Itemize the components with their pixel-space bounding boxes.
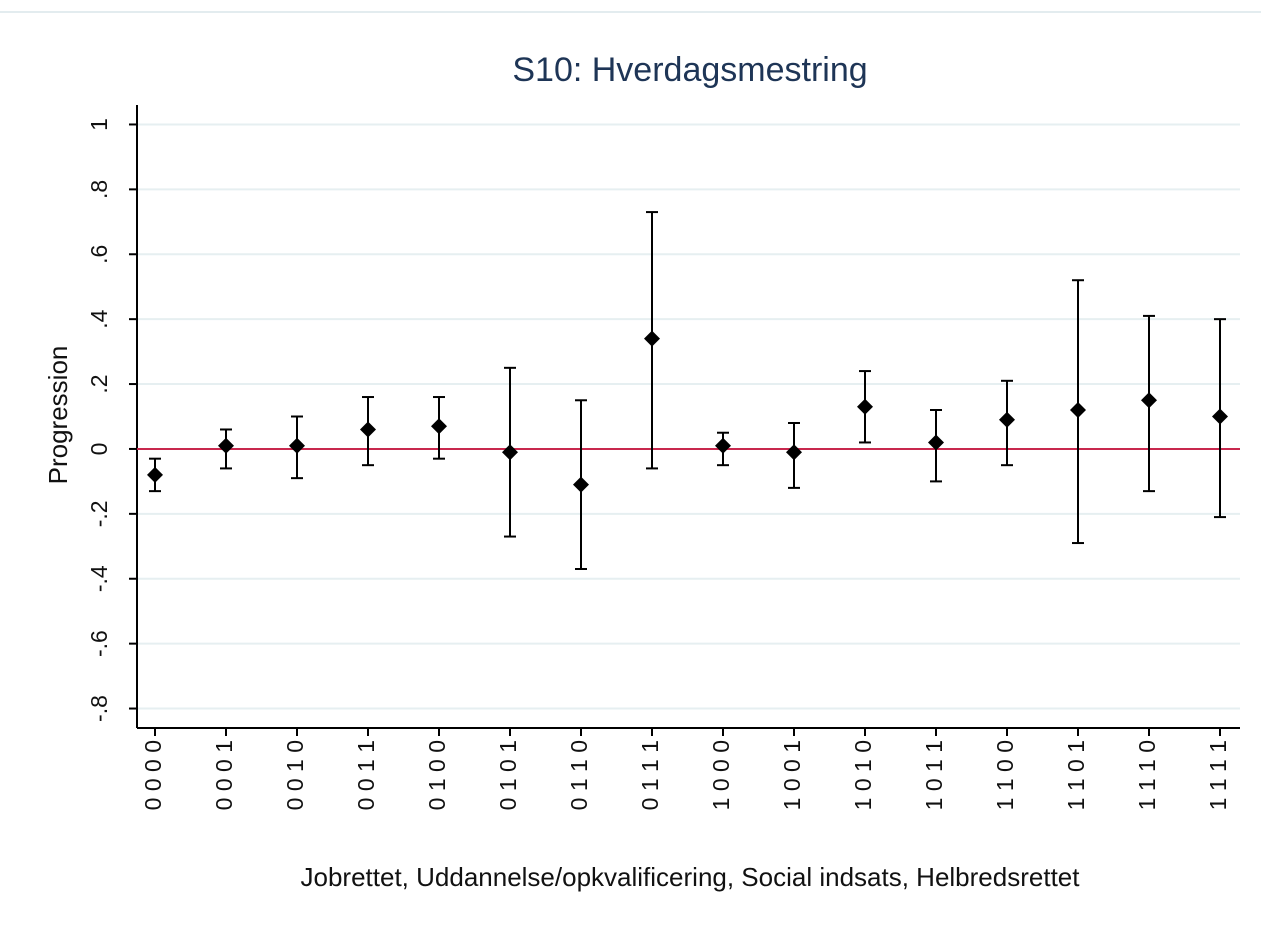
y-tick-label: .8 <box>86 180 112 199</box>
y-tick-label: -.6 <box>86 630 112 657</box>
y-tick-label: 0 <box>86 443 112 456</box>
y-tick-label: .4 <box>86 309 112 328</box>
point <box>431 418 447 435</box>
chart-title: S10: Hverdagsmestring <box>512 51 867 89</box>
x-tick-label: 0 1 1 1 <box>637 740 663 810</box>
x-tick-label: 0 0 0 0 <box>140 740 166 810</box>
point <box>218 437 234 454</box>
point <box>1212 408 1228 425</box>
x-tick-label: 0 0 0 1 <box>211 740 237 810</box>
x-tick-label: 0 0 1 0 <box>282 740 308 810</box>
x-tick-label: 0 1 1 0 <box>566 740 592 810</box>
y-tick-label: -.4 <box>86 565 112 592</box>
y-tick-label: -.8 <box>86 695 112 722</box>
point <box>289 437 305 454</box>
point <box>857 398 873 415</box>
point <box>573 476 589 493</box>
point <box>999 411 1015 428</box>
x-tick-label: 1 1 1 1 <box>1205 740 1231 810</box>
x-axis-label: Jobrettet, Uddannelse/opkvalificering, S… <box>301 862 1081 892</box>
point <box>1141 392 1157 409</box>
point <box>1070 402 1086 419</box>
point <box>786 444 802 461</box>
point <box>644 330 660 347</box>
x-tick-label: 0 1 0 1 <box>495 740 521 810</box>
y-tick-label: .6 <box>86 245 112 264</box>
point <box>715 437 731 454</box>
x-tick-label: 1 0 1 1 <box>921 740 947 810</box>
point <box>928 434 944 451</box>
point <box>147 466 163 483</box>
point <box>502 444 518 461</box>
x-tick-label: 1 1 1 0 <box>1134 740 1160 810</box>
x-tick-label: 1 0 1 0 <box>850 740 876 810</box>
x-tick-label: 0 0 1 1 <box>353 740 379 810</box>
x-tick-label: 1 0 0 1 <box>779 740 805 810</box>
y-tick-label: .2 <box>86 374 112 393</box>
x-tick-label: 0 1 0 0 <box>424 740 450 810</box>
y-axis-label: Progression <box>43 346 73 485</box>
y-tick-label: -.2 <box>86 500 112 527</box>
point <box>360 421 376 438</box>
y-tick-label: 1 <box>86 118 112 131</box>
x-tick-label: 1 0 0 0 <box>708 740 734 810</box>
x-tick-label: 1 1 0 0 <box>992 740 1018 810</box>
x-tick-label: 1 1 0 1 <box>1063 740 1089 810</box>
